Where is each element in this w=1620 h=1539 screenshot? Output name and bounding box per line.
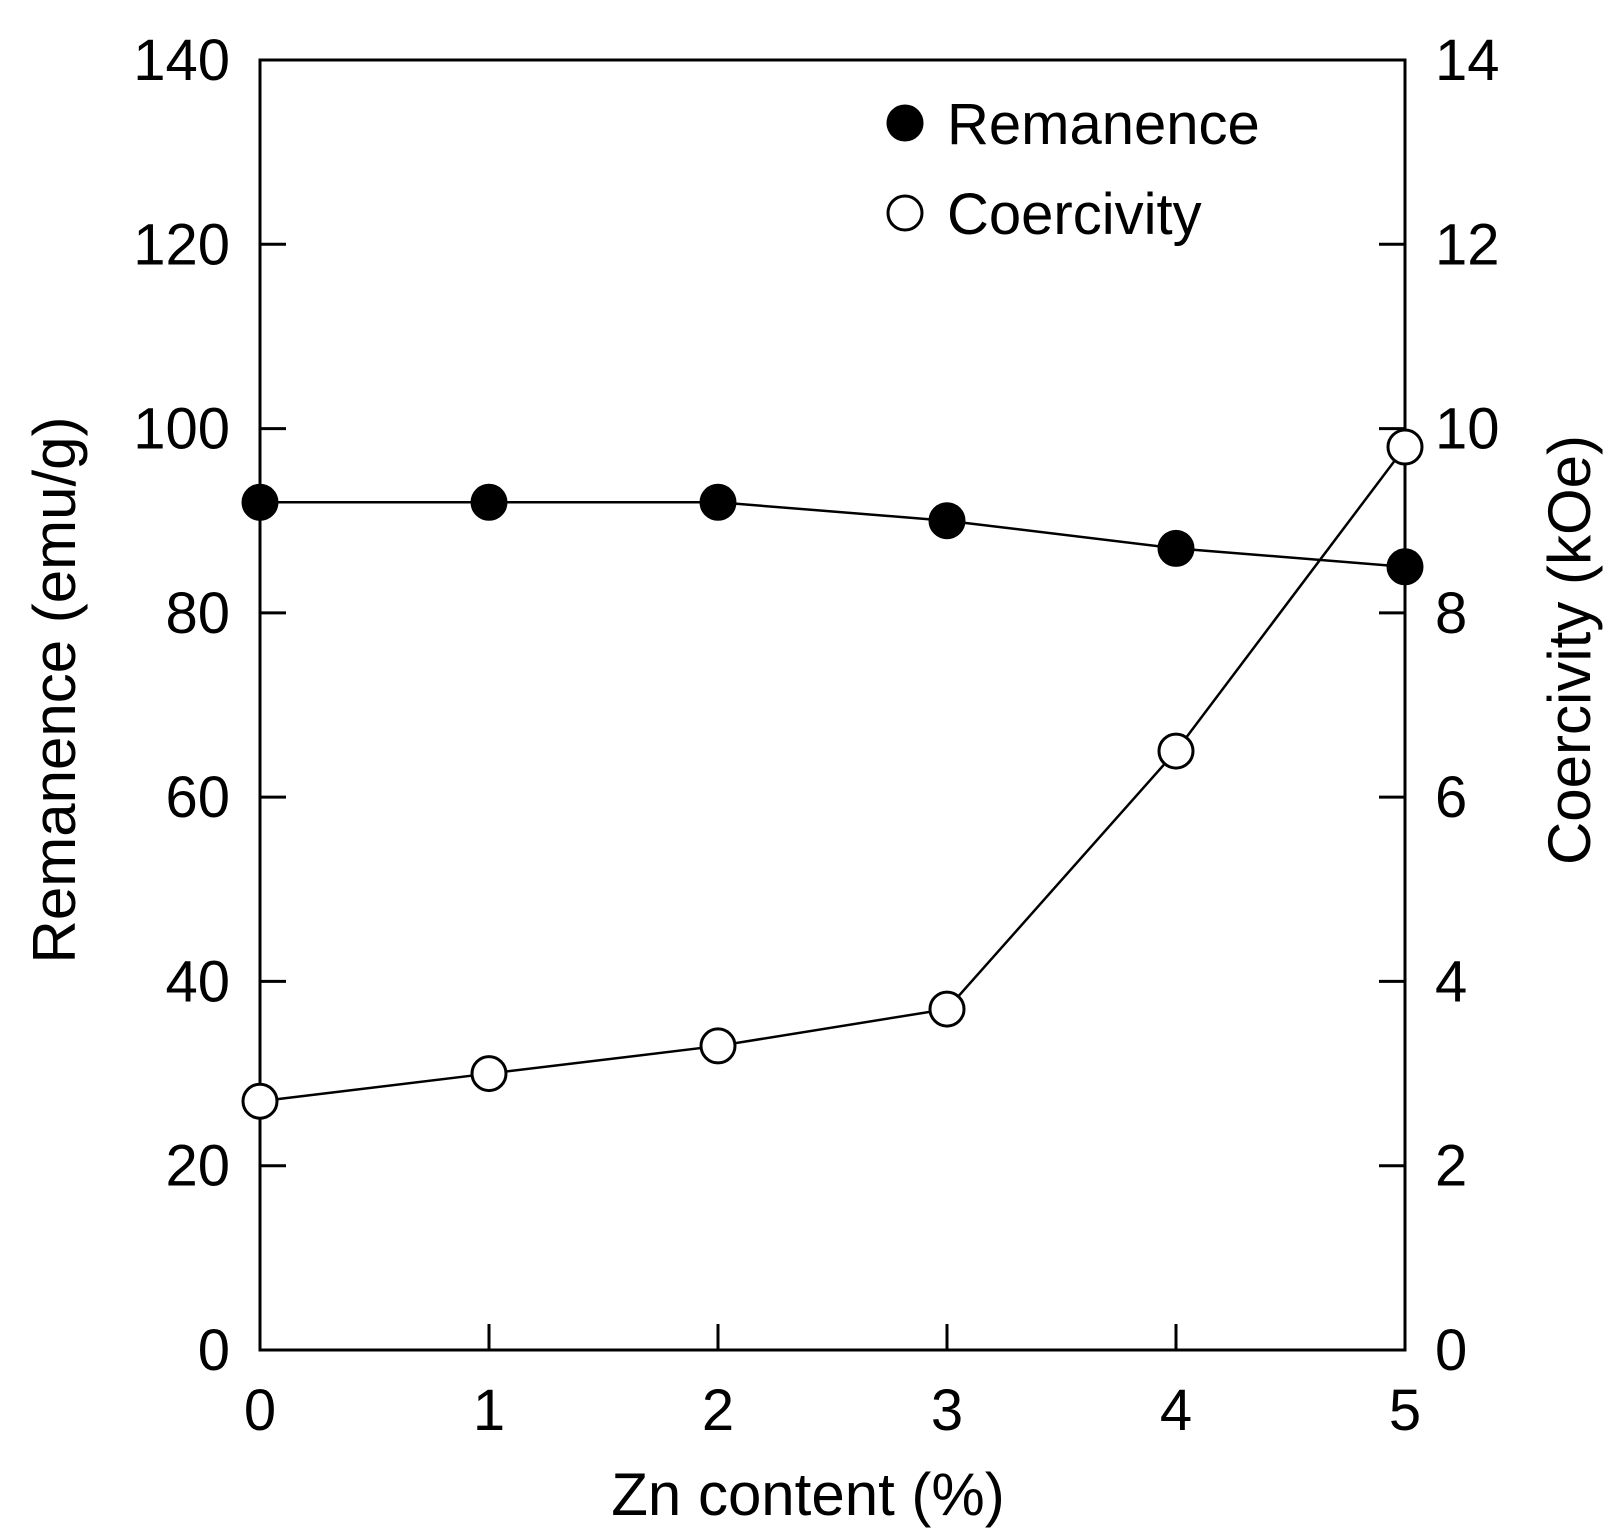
coercivity-point xyxy=(1386,428,1424,466)
y-tick-label-right: 8 xyxy=(1435,581,1467,646)
y-axis-title-right: Coercivity (kOe) xyxy=(1536,435,1603,865)
remanence-point xyxy=(699,483,737,521)
y-tick-label-left: 80 xyxy=(165,581,230,646)
coercivity-point xyxy=(470,1055,508,1093)
coercivity-series-line xyxy=(259,446,1406,1103)
y-tick-label-left: 120 xyxy=(133,212,230,277)
remanence-point xyxy=(1386,548,1424,586)
y-tick-label-right: 10 xyxy=(1435,397,1500,462)
y-tick-label-right: 14 xyxy=(1435,28,1500,93)
y-tick-label-left: 20 xyxy=(165,1134,230,1199)
legend: Remanence Coercivity xyxy=(886,92,1260,247)
x-tick-label: 3 xyxy=(931,1378,963,1443)
legend-marker-coercivity xyxy=(886,194,924,232)
series xyxy=(241,428,1424,1120)
remanence-series-line xyxy=(260,501,1406,569)
plot-frame xyxy=(258,58,1407,1352)
remanence-point xyxy=(1157,529,1195,567)
coercivity-point xyxy=(241,1082,279,1120)
y-tick-label-right: 4 xyxy=(1435,949,1467,1014)
x-tick-label: 0 xyxy=(244,1378,276,1443)
y-tick-label-right: 6 xyxy=(1435,765,1467,830)
y-tick-label-left: 60 xyxy=(165,765,230,830)
x-axis-title: Zn content (%) xyxy=(611,1461,1005,1528)
y-tick-label-left: 140 xyxy=(133,28,230,93)
x-tick-label: 2 xyxy=(702,1378,734,1443)
y-tick-label-right: 2 xyxy=(1435,1134,1467,1199)
x-tick-label: 4 xyxy=(1160,1378,1192,1443)
axes xyxy=(258,58,1407,1352)
remanence-point xyxy=(241,483,279,521)
coercivity-point xyxy=(928,990,966,1028)
x-tick-label: 1 xyxy=(473,1378,505,1443)
coercivity-point xyxy=(699,1027,737,1065)
y-axis-title-left: Remanence (emu/g) xyxy=(21,417,88,964)
y-tick-label-right: 0 xyxy=(1435,1318,1467,1383)
legend-label-coercivity: Coercivity xyxy=(947,182,1202,247)
y-tick-label-right: 12 xyxy=(1435,212,1500,277)
remanence-point xyxy=(470,483,508,521)
y-tick-label-left: 0 xyxy=(198,1318,230,1383)
y-tick-label-left: 40 xyxy=(165,949,230,1014)
legend-marker-remanence xyxy=(886,104,924,142)
legend-label-remanence: Remanence xyxy=(947,92,1260,157)
x-tick-label: 5 xyxy=(1389,1378,1421,1443)
y-tick-label-left: 100 xyxy=(133,397,230,462)
remanence-point xyxy=(928,502,966,540)
coercivity-point xyxy=(1157,732,1195,770)
